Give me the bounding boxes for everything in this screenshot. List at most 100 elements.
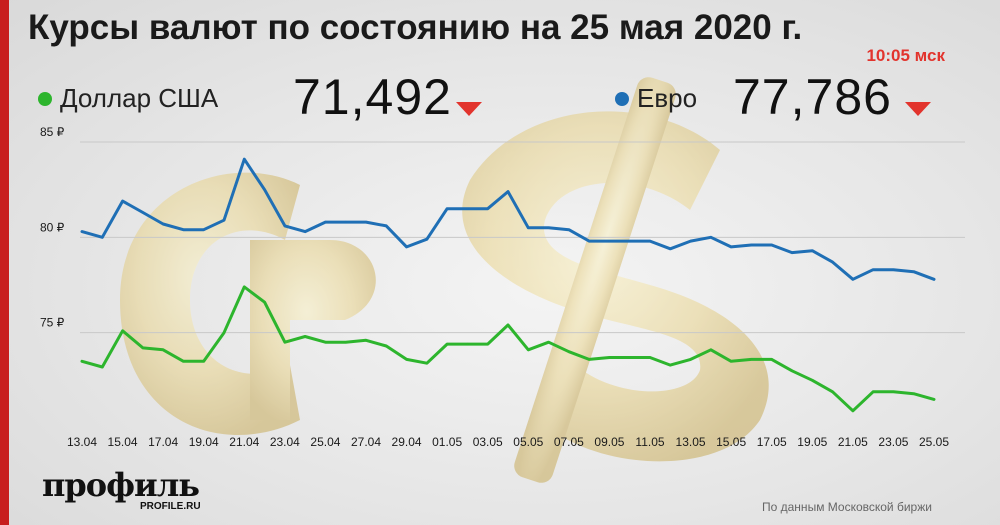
eur-data-point (80, 230, 84, 233)
profile-logo: профиль PROFILE.RU (42, 466, 201, 512)
eur-data-point (222, 218, 226, 222)
usd-data-point (587, 358, 591, 361)
eur-data-point (587, 239, 591, 243)
usd-legend-dot (38, 92, 52, 106)
usd-data-point (161, 348, 165, 352)
usd-data-point (892, 390, 895, 393)
usd-data-point (506, 323, 510, 327)
usd-data-point (364, 339, 368, 342)
eur-data-point (243, 157, 246, 161)
eur-data-point (729, 245, 733, 249)
eur-series-line (80, 157, 936, 281)
eur-data-point (486, 207, 489, 210)
eur-legend-dot (615, 92, 629, 106)
usd-data-point (932, 398, 936, 401)
usd-data-point (790, 369, 794, 372)
logo-url: PROFILE.RU (140, 501, 201, 512)
logo-wordmark: профиль (42, 466, 200, 504)
x-tick-label: 21.05 (838, 435, 868, 449)
usd-data-point (466, 342, 469, 346)
eur-data-point (689, 239, 692, 243)
timestamp: 10:05 мск (866, 46, 945, 65)
x-tick-label: 23.05 (878, 435, 908, 449)
eur-data-point (466, 207, 469, 210)
usd-data-point (263, 300, 266, 304)
eur-data-point (811, 249, 814, 252)
usd-data-point (729, 360, 733, 363)
eur-data-point (263, 188, 266, 191)
side-accent-bar (0, 0, 9, 525)
eur-data-point (912, 270, 915, 273)
usd-data-point (141, 346, 145, 350)
usd-data-point (547, 341, 550, 344)
eur-data-point (851, 278, 855, 281)
x-tick-label: 05.05 (513, 435, 543, 449)
x-tick-label: 11.05 (635, 435, 664, 449)
eur-data-point (892, 268, 895, 271)
usd-series-line (80, 285, 936, 413)
x-tick-label: 29.04 (392, 435, 422, 449)
eur-data-point (669, 247, 672, 250)
eur-data-point (445, 207, 449, 210)
eur-data-point (141, 211, 145, 214)
usd-data-point (222, 331, 226, 334)
x-tick-label: 21.04 (229, 435, 259, 449)
eur-legend-label: Евро (637, 83, 698, 113)
usd-data-point (669, 363, 672, 367)
usd-data-point (385, 344, 388, 348)
x-tick-label: 25.04 (310, 435, 340, 449)
x-tick-label: 13.04 (67, 435, 97, 449)
eur-data-point (182, 228, 185, 231)
eur-data-point (344, 220, 347, 224)
usd-data-point (243, 285, 246, 289)
eur-down-arrow-icon (905, 102, 931, 116)
x-tick-label: 13.05 (676, 435, 706, 449)
eur-data-point (770, 243, 773, 247)
usd-rate-value: 71,492 (293, 69, 452, 125)
usd-data-point (101, 365, 104, 369)
usd-data-point (750, 358, 753, 361)
usd-data-point (871, 390, 875, 393)
x-tick-label: 19.04 (189, 435, 219, 449)
usd-data-point (527, 348, 530, 352)
usd-data-point (608, 356, 611, 359)
usd-data-point (648, 356, 652, 359)
usd-data-point (689, 358, 692, 361)
usd-data-point (912, 392, 915, 395)
usd-data-point (182, 360, 185, 363)
x-tick-label: 25.05 (919, 435, 949, 449)
usd-data-point (445, 342, 449, 346)
eur-data-point (750, 243, 753, 247)
eur-data-point (871, 268, 875, 271)
usd-data-point (831, 390, 834, 393)
eur-data-point (405, 245, 408, 249)
eur-data-point (628, 239, 631, 243)
x-tick-label: 07.05 (554, 435, 584, 449)
usd-data-point (770, 358, 773, 361)
usd-data-point (811, 379, 814, 382)
x-tick-label: 09.05 (594, 435, 624, 449)
usd-data-point (486, 342, 489, 346)
x-tick-label: 01.05 (432, 435, 462, 449)
eur-data-point (547, 226, 550, 229)
x-tick-label: 15.05 (716, 435, 746, 449)
eur-data-point (506, 190, 510, 193)
usd-data-point (628, 356, 631, 359)
source-note: По данным Московской биржи (762, 500, 932, 514)
usd-data-point (324, 341, 327, 344)
eur-data-point (790, 251, 794, 254)
eur-data-point (121, 199, 124, 203)
eur-data-point (608, 239, 611, 243)
usd-data-point (344, 341, 347, 344)
eur-data-point (567, 228, 571, 231)
y-tick-label: 80 ₽ (40, 220, 65, 234)
usd-data-point (709, 348, 713, 352)
x-tick-label: 03.05 (473, 435, 503, 449)
eur-data-point (831, 260, 834, 264)
eur-data-point (202, 228, 205, 231)
eur-data-point (364, 220, 368, 224)
eur-data-point (932, 278, 936, 281)
usd-data-point (851, 409, 855, 413)
